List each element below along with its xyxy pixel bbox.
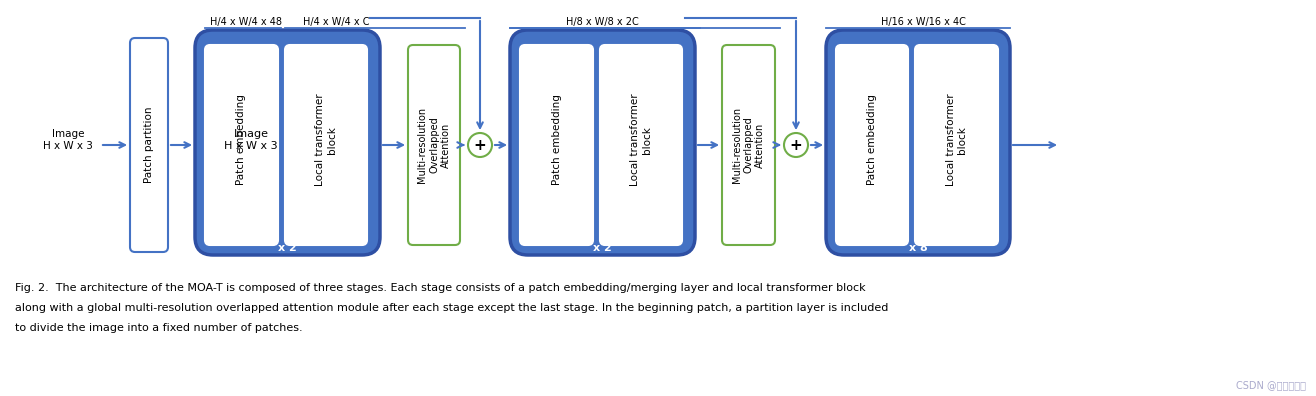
Text: Patch partition: Patch partition [143, 107, 154, 183]
FancyBboxPatch shape [286, 45, 367, 245]
Text: H/8 x W/8 x 2C: H/8 x W/8 x 2C [566, 17, 638, 27]
Text: H/16 x W/16 x 4C: H/16 x W/16 x 4C [880, 17, 966, 27]
FancyBboxPatch shape [520, 45, 594, 245]
Text: Local transformer
block: Local transformer block [316, 94, 337, 186]
Text: H/4 x W/4 x C: H/4 x W/4 x C [303, 17, 370, 27]
Text: Patch embedding: Patch embedding [867, 95, 876, 185]
Text: Multi-resolution
Overlapped
Attention: Multi-resolution Overlapped Attention [417, 107, 450, 183]
FancyBboxPatch shape [205, 45, 278, 245]
FancyBboxPatch shape [826, 30, 1009, 255]
FancyBboxPatch shape [722, 45, 775, 245]
FancyBboxPatch shape [195, 30, 380, 255]
FancyBboxPatch shape [600, 45, 682, 245]
Circle shape [468, 133, 492, 157]
Text: Local transformer
block: Local transformer block [630, 94, 651, 186]
FancyBboxPatch shape [915, 45, 998, 245]
Text: Local transformer
block: Local transformer block [946, 94, 967, 186]
Text: +: + [790, 137, 803, 152]
FancyBboxPatch shape [130, 38, 168, 252]
Text: to divide the image into a fixed number of patches.: to divide the image into a fixed number … [14, 323, 303, 333]
Text: CSDN @嗡嗡太菜了: CSDN @嗡嗡太菜了 [1236, 380, 1305, 390]
Text: Fig. 2.  The architecture of the MOA-T is composed of three stages. Each stage c: Fig. 2. The architecture of the MOA-T is… [14, 283, 866, 293]
Text: H/4 x W/4 x 48: H/4 x W/4 x 48 [211, 17, 283, 27]
FancyBboxPatch shape [408, 45, 461, 245]
Text: +: + [474, 137, 487, 152]
Text: Patch embedding: Patch embedding [237, 95, 246, 185]
FancyBboxPatch shape [511, 30, 695, 255]
Text: x 2: x 2 [278, 243, 297, 253]
Text: x 8: x 8 [908, 243, 928, 253]
Text: Image
H x W x 3: Image H x W x 3 [43, 129, 93, 151]
Text: Image
H x W x 3: Image H x W x 3 [224, 129, 278, 151]
FancyBboxPatch shape [836, 45, 908, 245]
Circle shape [784, 133, 808, 157]
Text: x 2: x 2 [594, 243, 612, 253]
Text: Multi-resolution
Overlapped
Attention: Multi-resolution Overlapped Attention [732, 107, 765, 183]
Text: Patch embedding: Patch embedding [551, 95, 562, 185]
Text: along with a global multi-resolution overlapped attention module after each stag: along with a global multi-resolution ove… [14, 303, 888, 313]
